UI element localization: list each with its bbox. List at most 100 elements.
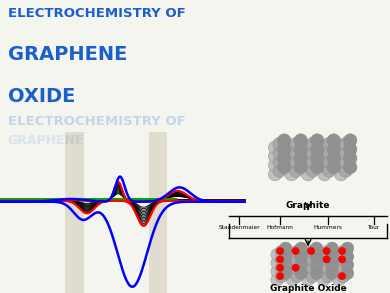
Circle shape [323,146,336,159]
Circle shape [339,146,353,159]
Circle shape [291,245,303,258]
Circle shape [273,155,286,168]
Circle shape [294,161,307,174]
Circle shape [292,247,299,255]
Text: GRAPHENE: GRAPHENE [8,134,84,146]
Circle shape [326,251,339,263]
Circle shape [295,259,307,271]
Circle shape [317,257,330,269]
Circle shape [291,254,303,266]
Circle shape [306,245,319,258]
Circle shape [344,161,357,174]
Circle shape [306,270,319,283]
Circle shape [327,161,340,174]
Bar [149,132,167,293]
Circle shape [279,259,292,271]
Circle shape [278,143,291,156]
Circle shape [344,152,357,165]
Circle shape [337,254,349,266]
Circle shape [322,270,334,283]
Circle shape [302,248,314,261]
Circle shape [289,164,303,177]
Circle shape [301,159,315,172]
Circle shape [333,257,345,269]
Circle shape [271,274,284,286]
Circle shape [302,265,314,277]
Circle shape [275,262,288,274]
Circle shape [318,159,331,172]
Circle shape [339,155,353,168]
Circle shape [317,274,330,286]
Circle shape [279,251,292,263]
Circle shape [327,134,340,147]
Circle shape [271,248,284,261]
Circle shape [317,248,330,261]
Circle shape [271,265,284,277]
Circle shape [323,164,336,177]
Circle shape [341,267,354,280]
Circle shape [273,146,286,159]
Circle shape [333,265,345,277]
Circle shape [323,137,336,151]
Circle shape [310,152,324,165]
Circle shape [285,150,298,163]
Circle shape [310,134,324,147]
Circle shape [277,264,284,271]
Circle shape [339,164,353,177]
Circle shape [292,264,299,271]
Circle shape [273,164,286,177]
Text: ELECTROCHEMISTRY OF: ELECTROCHEMISTRY OF [8,7,185,20]
Circle shape [268,150,282,163]
Circle shape [306,155,319,168]
Circle shape [275,270,288,283]
Circle shape [306,146,319,159]
Circle shape [337,245,349,258]
Text: Hofmann: Hofmann [267,225,294,230]
Text: Staudenmaier: Staudenmaier [218,225,260,230]
Circle shape [341,259,354,271]
Circle shape [278,152,291,165]
Circle shape [295,267,307,280]
Circle shape [302,274,314,286]
Circle shape [285,168,298,181]
Text: Tour: Tour [367,225,380,230]
Circle shape [289,137,303,151]
Circle shape [318,141,331,154]
Text: ELECTROCHEMISTRY OF: ELECTROCHEMISTRY OF [8,115,185,128]
Circle shape [317,265,330,277]
Circle shape [338,247,346,255]
Circle shape [286,257,299,269]
Circle shape [310,143,324,156]
Circle shape [277,247,284,255]
Circle shape [310,161,324,174]
Circle shape [327,143,340,156]
Circle shape [323,256,330,263]
Text: GRAPHENE: GRAPHENE [8,45,127,64]
Circle shape [333,274,345,286]
Circle shape [310,242,323,254]
Circle shape [326,267,339,280]
Text: Graphite Oxide: Graphite Oxide [270,284,346,293]
Circle shape [286,248,299,261]
Circle shape [341,251,354,263]
Circle shape [344,143,357,156]
Circle shape [318,168,331,181]
Circle shape [333,248,345,261]
Circle shape [289,155,303,168]
Circle shape [310,251,323,263]
Circle shape [310,259,323,271]
Circle shape [268,141,282,154]
Circle shape [286,265,299,277]
Circle shape [302,257,314,269]
Circle shape [294,143,307,156]
Circle shape [306,262,319,274]
Circle shape [291,270,303,283]
Circle shape [326,242,339,254]
Circle shape [338,256,346,263]
Circle shape [273,137,286,151]
Circle shape [318,150,331,163]
Circle shape [326,259,339,271]
Circle shape [344,134,357,147]
Circle shape [306,254,319,266]
Circle shape [279,242,292,254]
